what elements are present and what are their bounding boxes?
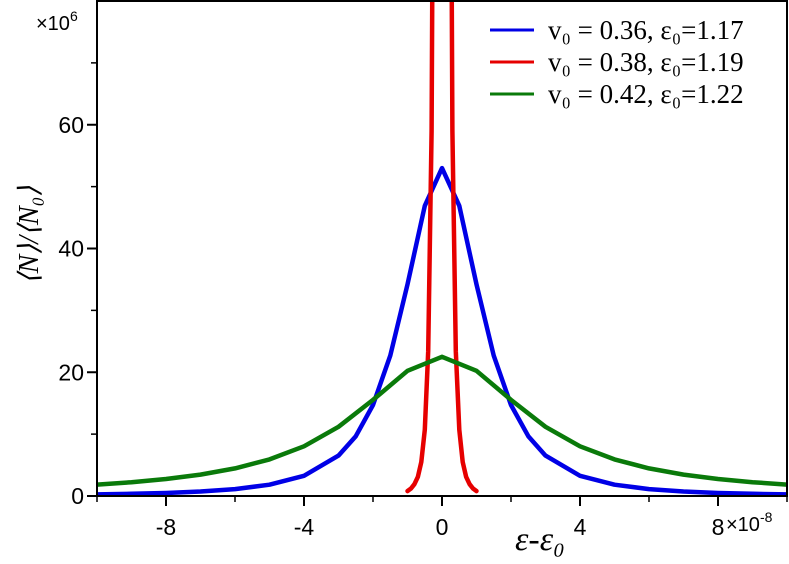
legend-entry-0: v₀ = 0.36, ε₀=1.17 — [490, 15, 744, 45]
y-axis-title: ⟨N⟩/⟨N₀⟩ — [14, 186, 45, 285]
legend-entry-1: v₀ = 0.38, ε₀=1.19 — [490, 47, 744, 77]
y-tick-label: 40 — [58, 236, 84, 262]
x-tick-label: 4 — [574, 514, 587, 540]
series-line-2 — [97, 354, 787, 487]
x-axis-title: ε-ε₀ — [515, 521, 565, 558]
ticks-layer: -8 -4 0 4 8 0 20 40 60 — [58, 62, 788, 540]
y-tick-label: 60 — [58, 112, 84, 138]
series-layer — [97, 1, 787, 496]
y-tick-label: 20 — [58, 359, 84, 385]
x-multiplier: ×10-8 — [726, 509, 773, 536]
series-line-1 — [405, 1, 479, 494]
x-tick-label: 8 — [712, 514, 725, 540]
legend-entry-2: v₀ = 0.42, ε₀=1.22 — [490, 79, 744, 109]
y-multiplier: ×106 — [36, 8, 78, 35]
x-tick-label: -8 — [156, 514, 176, 540]
x-tick-label: -4 — [294, 514, 315, 540]
legend-label: v₀ = 0.38, ε₀=1.19 — [548, 47, 744, 77]
series-line-0 — [97, 165, 787, 496]
x-tick-label: 0 — [436, 514, 449, 540]
y-tick-label: 0 — [71, 483, 84, 509]
legend-label: v₀ = 0.36, ε₀=1.17 — [548, 15, 744, 45]
legend-label: v₀ = 0.42, ε₀=1.22 — [548, 79, 744, 109]
